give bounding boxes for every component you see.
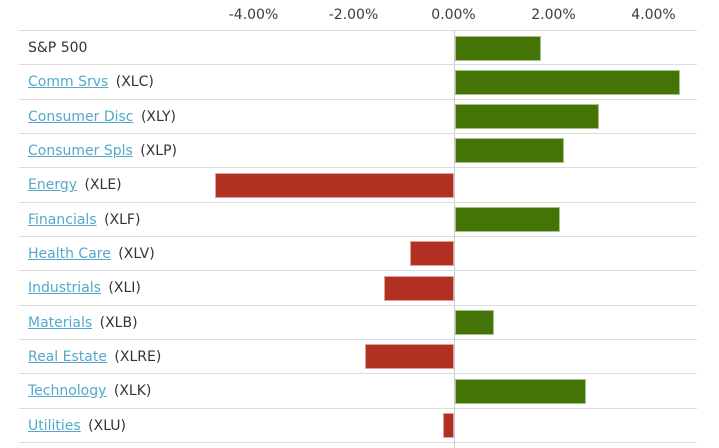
sector-link-xle[interactable]: Energy <box>28 177 78 194</box>
axis-tick-label: 4.00% <box>631 7 676 23</box>
x-axis: -4.00% -2.00% 0.00% 2.00% 4.00% <box>0 0 719 30</box>
performance-bar <box>215 172 454 198</box>
row-label: S&P 500 <box>28 40 88 56</box>
row-label-group: Real Estate (XLRE) <box>28 340 161 374</box>
row-label-group: Consumer Spls (XLP) <box>28 134 177 168</box>
sector-row: Real Estate (XLRE) <box>19 338 697 374</box>
sector-link-xli[interactable]: Industrials <box>28 280 101 297</box>
sector-row: Energy (XLE) <box>19 167 697 201</box>
performance-bar <box>384 275 454 301</box>
sector-ticker: (XLU) <box>88 417 127 434</box>
sector-ticker: (XLB) <box>99 314 138 331</box>
sector-row: Consumer Disc (XLY) <box>19 98 697 134</box>
sector-ticker: (XLI) <box>108 280 141 297</box>
row-label-group: Technology (XLK) <box>28 374 151 408</box>
axis-tick-label: 2.00% <box>531 7 576 23</box>
performance-bar <box>454 310 494 336</box>
sector-ticker: (XLV) <box>118 245 155 262</box>
performance-bar <box>454 138 564 164</box>
sector-link-xlb[interactable]: Materials <box>28 314 93 331</box>
axis-tick-label: -4.00% <box>228 7 279 23</box>
sector-link-xlre[interactable]: Real Estate <box>28 348 107 365</box>
performance-bar <box>443 413 454 439</box>
row-label-group: Consumer Disc (XLY) <box>28 100 176 134</box>
row-label-group: Health Care (XLV) <box>28 237 155 271</box>
sector-row: Utilities (XLU) <box>19 407 697 443</box>
performance-bar <box>454 104 599 130</box>
sector-row: Comm Srvs (XLC) <box>19 64 697 98</box>
performance-bar <box>454 378 586 404</box>
row-label-group: Industrials (XLI) <box>28 271 141 305</box>
sector-ticker: (XLF) <box>104 211 141 228</box>
sector-link-xlk[interactable]: Technology <box>28 383 107 400</box>
sector-row: Financials (XLF) <box>19 201 697 237</box>
chart-rows: S&P 500 Comm Srvs (XLC) Consumer Disc (X… <box>19 30 697 443</box>
row-label-group: Comm Srvs (XLC) <box>28 65 154 99</box>
sector-ticker: (XLRE) <box>114 348 162 365</box>
sector-ticker: (XLK) <box>113 383 152 400</box>
row-label-group: Financials (XLF) <box>28 203 140 237</box>
row-label-group: Utilities (XLU) <box>28 409 126 443</box>
row-label-group: Energy (XLE) <box>28 168 122 202</box>
sector-row: Materials (XLB) <box>19 304 697 340</box>
sector-row: Technology (XLK) <box>19 373 697 407</box>
performance-bar <box>365 344 454 370</box>
performance-bar <box>454 69 680 95</box>
sector-row: Consumer Spls (XLP) <box>19 132 697 168</box>
sector-ticker: (XLC) <box>115 74 154 91</box>
sector-ticker: (XLP) <box>140 142 178 159</box>
row-label-group: S&P 500 <box>28 31 87 65</box>
row-label-group: Materials (XLB) <box>28 306 138 340</box>
performance-bar <box>410 241 454 267</box>
sector-link-xlc[interactable]: Comm Srvs <box>28 74 109 91</box>
sector-link-xlp[interactable]: Consumer Spls <box>28 142 133 159</box>
sector-row: S&P 500 <box>19 30 697 64</box>
sector-link-xlv[interactable]: Health Care <box>28 245 111 262</box>
sector-link-xlf[interactable]: Financials <box>28 211 97 228</box>
axis-tick-label: -2.00% <box>328 7 379 23</box>
zero-axis-line <box>453 30 455 448</box>
axis-tick-label: 0.00% <box>431 7 476 23</box>
sector-row: Industrials (XLI) <box>19 270 697 304</box>
sector-link-xlu[interactable]: Utilities <box>28 417 81 434</box>
sector-ticker: (XLE) <box>84 177 122 194</box>
sector-row: Health Care (XLV) <box>19 235 697 271</box>
performance-bar <box>454 207 560 233</box>
sector-link-xly[interactable]: Consumer Disc <box>28 108 134 125</box>
performance-bar <box>454 35 541 61</box>
sector-ticker: (XLY) <box>140 108 176 125</box>
